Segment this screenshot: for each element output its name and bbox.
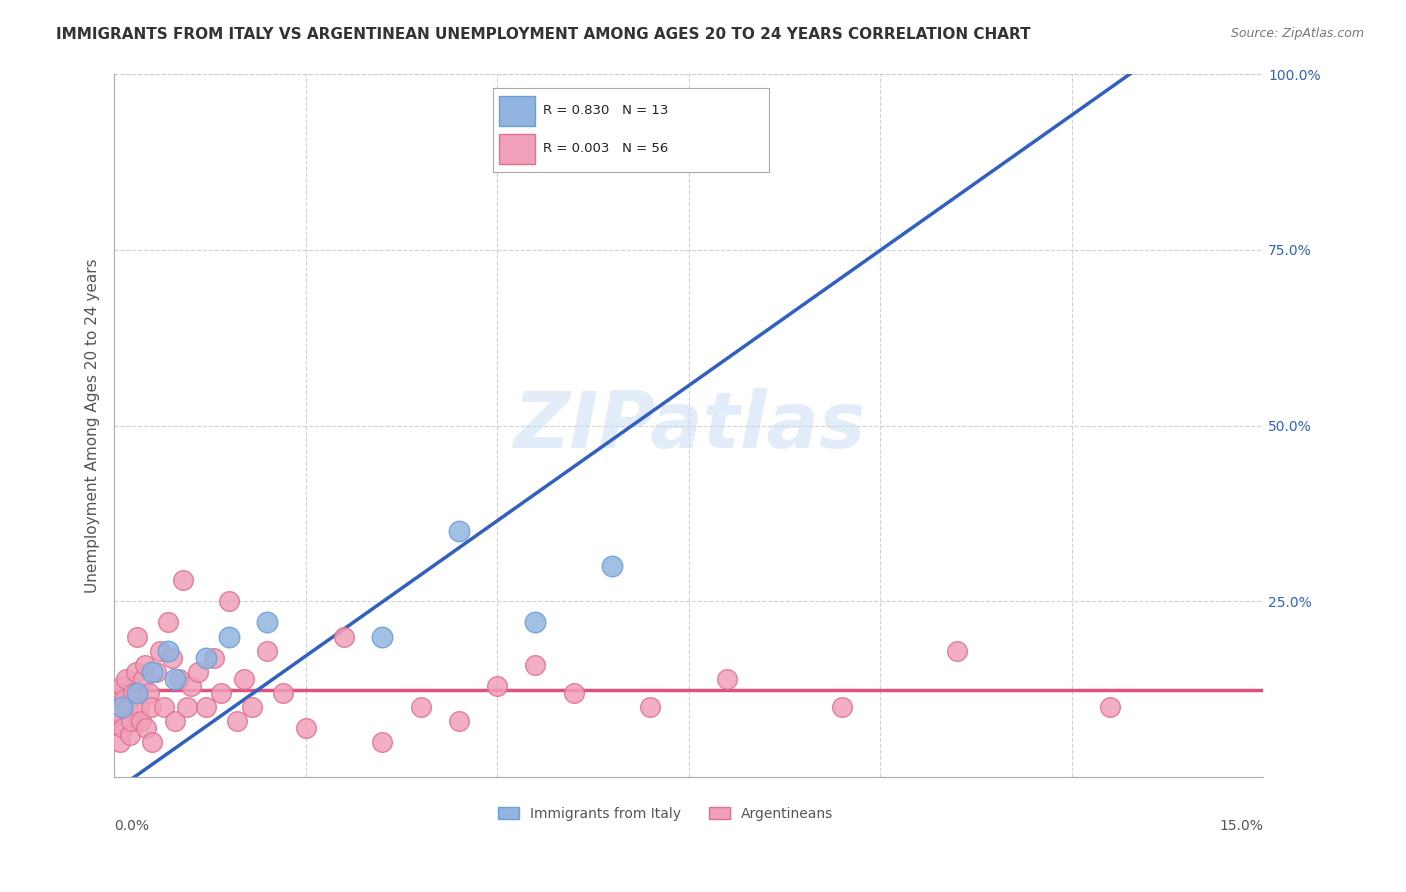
Point [447, 524, 470, 538]
Point [165, 714, 187, 728]
Point [128, 699, 150, 714]
Point [156, 643, 179, 657]
Point [240, 699, 263, 714]
Point [153, 699, 176, 714]
Point [524, 657, 547, 672]
Point [114, 672, 136, 686]
Point [233, 672, 256, 686]
Point [371, 630, 394, 644]
Point [946, 643, 969, 657]
Point [111, 699, 134, 714]
Point [271, 686, 294, 700]
Point [156, 615, 179, 630]
Point [107, 686, 129, 700]
Point [716, 672, 738, 686]
Point [409, 699, 432, 714]
Point [209, 686, 232, 700]
Point [141, 735, 163, 749]
Point [145, 665, 167, 679]
Point [218, 594, 240, 608]
Point [141, 665, 163, 679]
Point [117, 699, 139, 714]
Text: Source: ZipAtlas.com: Source: ZipAtlas.com [1230, 27, 1364, 40]
Point [118, 728, 141, 742]
Point [165, 672, 187, 686]
Point [138, 686, 160, 700]
Point [112, 693, 135, 707]
Text: 0.0%: 0.0% [114, 820, 149, 833]
Point [256, 643, 278, 657]
Point [108, 714, 131, 728]
Point [110, 735, 132, 749]
Point [195, 650, 218, 665]
Point [180, 679, 202, 693]
Point [1098, 699, 1121, 714]
Point [112, 721, 135, 735]
Point [110, 706, 132, 721]
Point [135, 721, 157, 735]
Point [600, 559, 623, 574]
Point [176, 699, 198, 714]
Point [524, 615, 547, 630]
Text: IMMIGRANTS FROM ITALY VS ARGENTINEAN UNEMPLOYMENT AMONG AGES 20 TO 24 YEARS CORR: IMMIGRANTS FROM ITALY VS ARGENTINEAN UNE… [56, 27, 1031, 42]
Point [640, 699, 662, 714]
Point [831, 699, 853, 714]
Point [169, 672, 191, 686]
Point [134, 657, 156, 672]
Point [195, 699, 218, 714]
Point [122, 686, 145, 700]
Legend: Immigrants from Italy, Argentineans: Immigrants from Italy, Argentineans [492, 801, 839, 827]
Point [149, 643, 172, 657]
Point [111, 679, 134, 693]
Y-axis label: Unemployment Among Ages 20 to 24 years: Unemployment Among Ages 20 to 24 years [86, 259, 100, 593]
Text: ZIPatlas: ZIPatlas [513, 388, 865, 464]
Point [486, 679, 509, 693]
Point [225, 714, 247, 728]
Point [294, 721, 316, 735]
Point [120, 714, 142, 728]
Point [132, 672, 155, 686]
Point [139, 699, 162, 714]
Point [202, 650, 225, 665]
Point [371, 735, 394, 749]
Point [111, 699, 134, 714]
Point [562, 686, 585, 700]
Point [716, 102, 738, 116]
Point [127, 686, 149, 700]
Text: 15.0%: 15.0% [1219, 820, 1263, 833]
Point [172, 574, 194, 588]
Point [447, 714, 470, 728]
Point [256, 615, 278, 630]
Point [333, 630, 356, 644]
Point [160, 650, 183, 665]
Point [187, 665, 209, 679]
Point [218, 630, 240, 644]
Point [127, 630, 149, 644]
Point [124, 665, 146, 679]
Point [129, 714, 152, 728]
